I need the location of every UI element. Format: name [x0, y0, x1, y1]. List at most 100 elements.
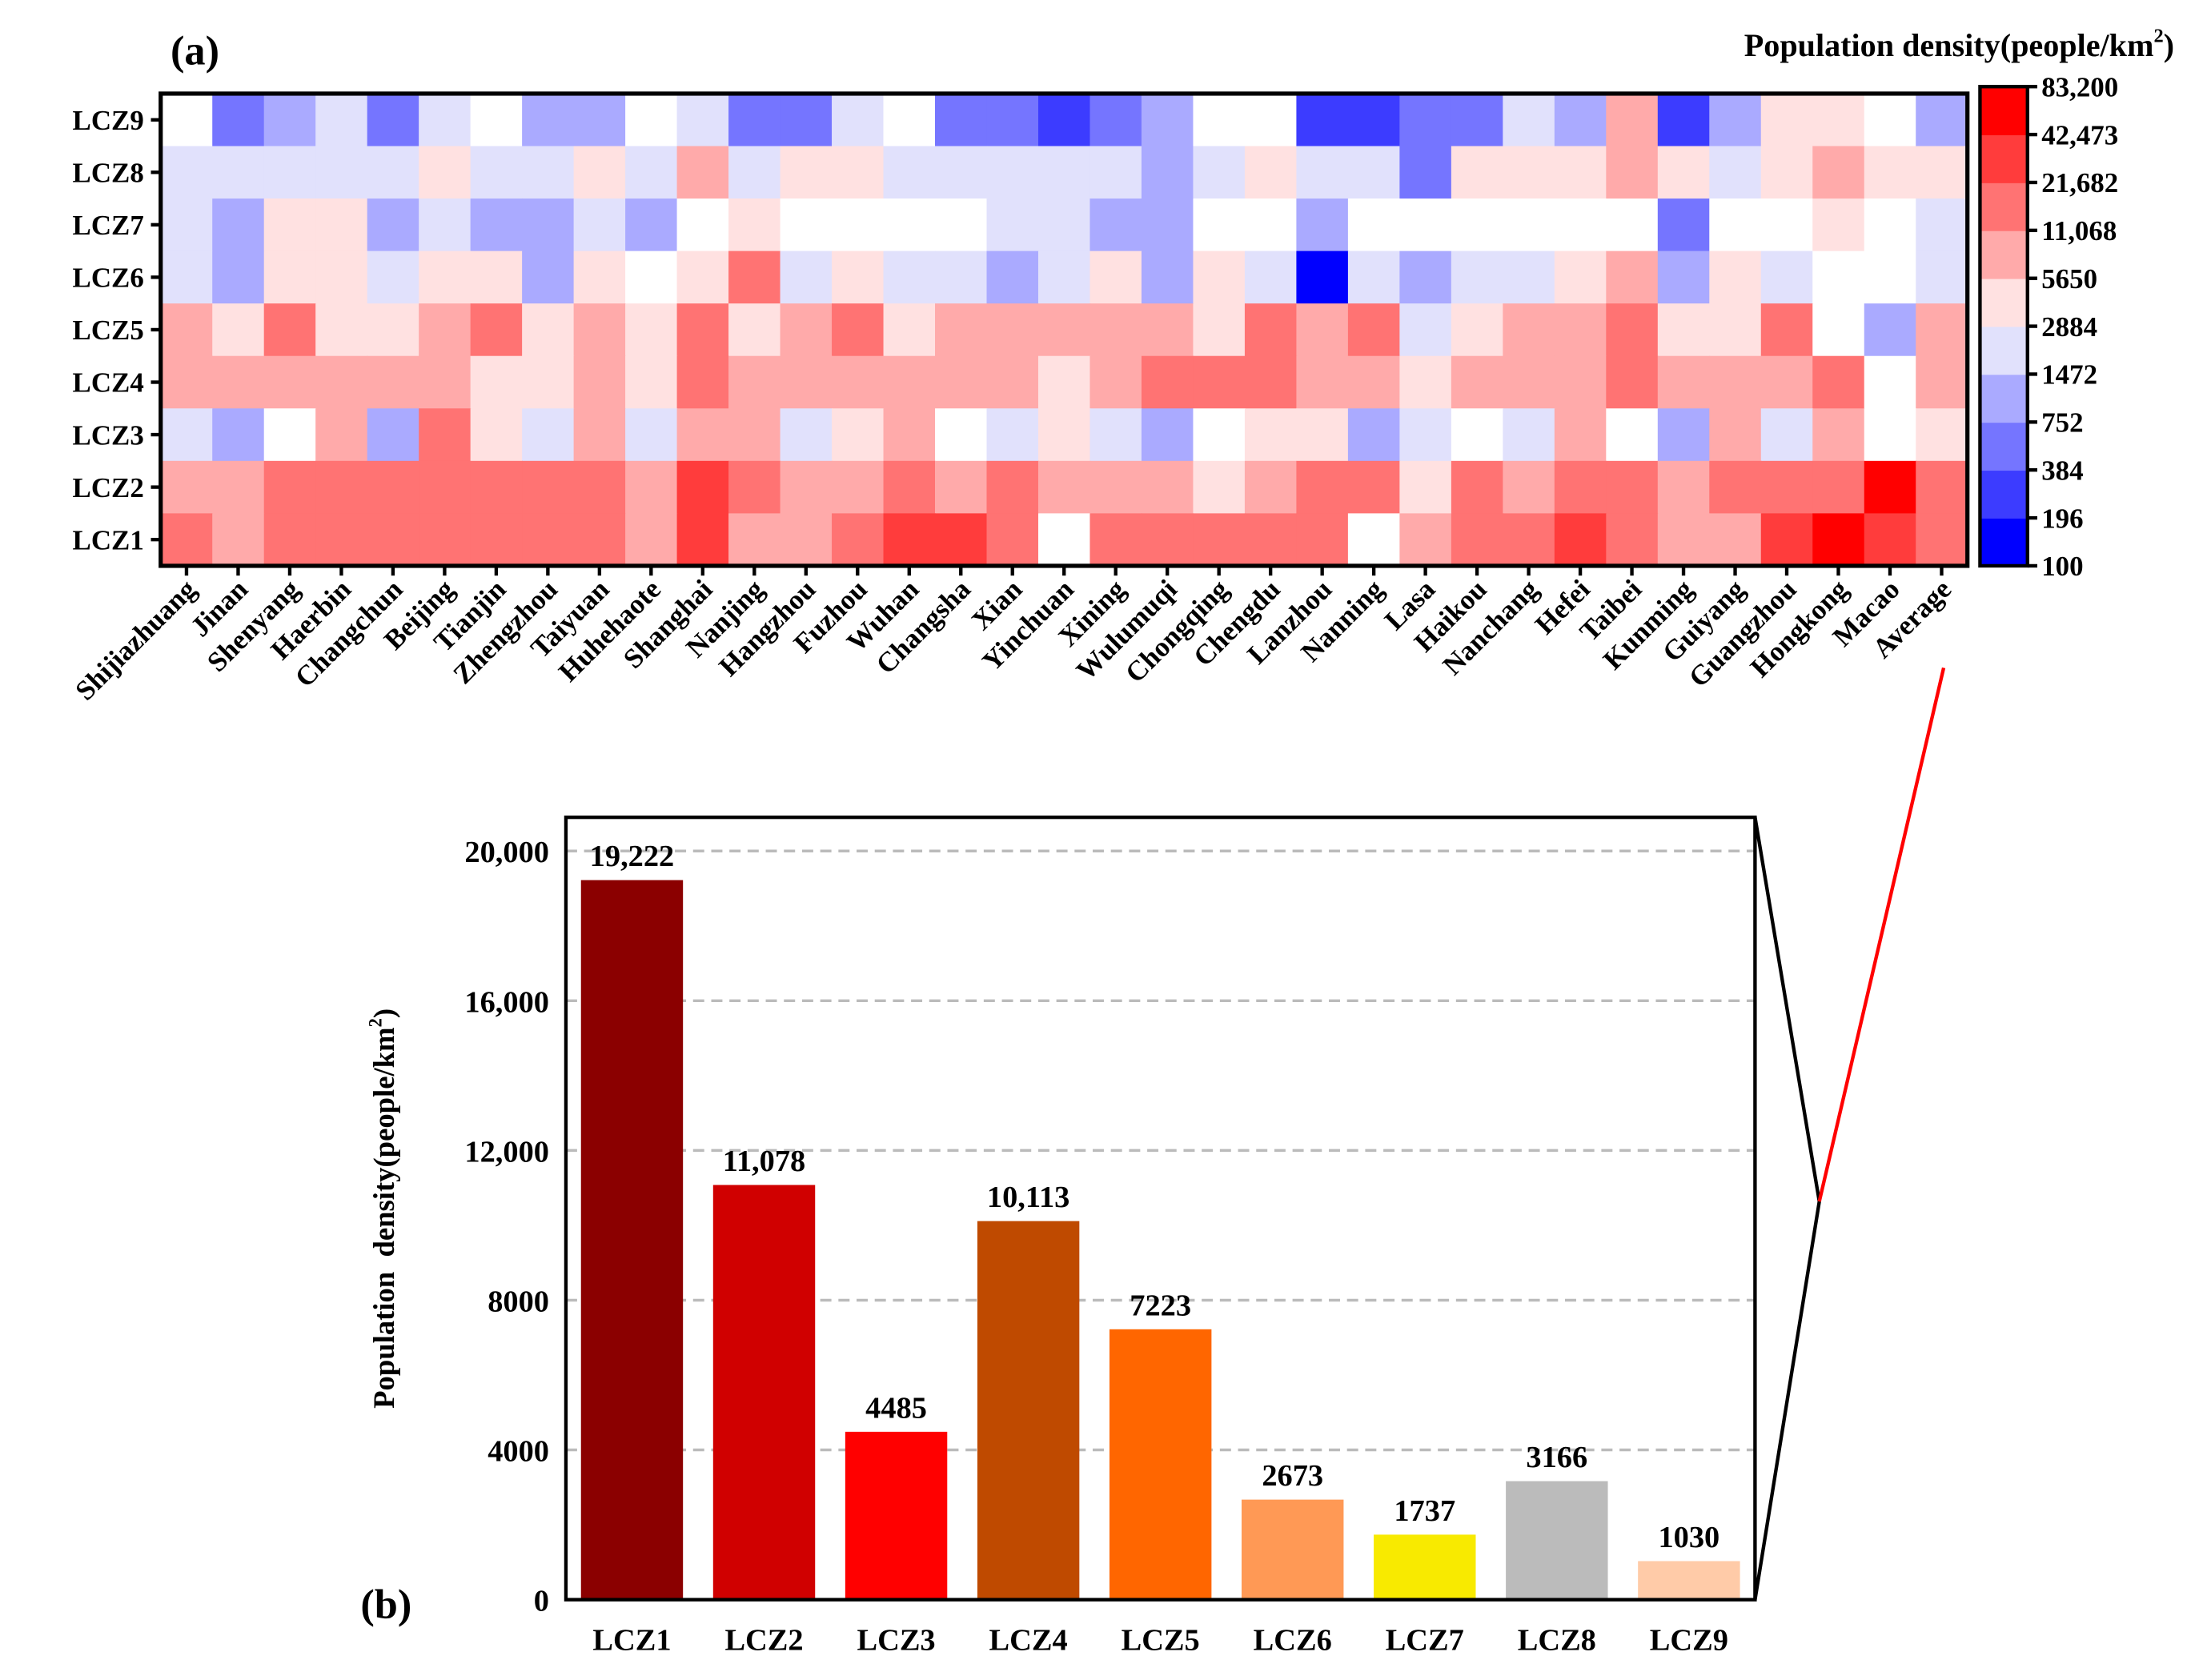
y-tick-label: 16,000	[464, 985, 549, 1019]
heatmap-cell	[1296, 93, 1349, 147]
heatmap-cell	[676, 460, 729, 515]
heatmap-cell	[573, 93, 626, 147]
heatmap-cell	[367, 460, 420, 515]
heatmap-cell	[263, 198, 317, 252]
heatmap-cell	[883, 408, 936, 462]
heatmap-cell	[1141, 93, 1194, 147]
heatmap-cell	[1399, 460, 1452, 515]
bar-y-axis-label: Population density(people/km2)	[366, 1008, 401, 1409]
row-label: LCZ2	[73, 472, 144, 503]
row-label: LCZ5	[73, 315, 144, 346]
heatmap-cell	[263, 513, 317, 567]
heatmap-cell	[883, 460, 936, 515]
heatmap-cell	[1451, 513, 1504, 567]
y-tick-label: 0	[534, 1585, 549, 1618]
heatmap-cell	[1606, 355, 1659, 410]
colorbar-tick-label: 752	[2041, 407, 2083, 439]
heatmap-cell	[1244, 146, 1298, 199]
heatmap-cell	[367, 93, 420, 147]
heatmap-cell	[1193, 303, 1246, 357]
heatmap-cell	[1657, 303, 1711, 357]
heatmap-cell	[1554, 198, 1607, 252]
heatmap-cell	[1503, 513, 1555, 567]
connector-line-bottom	[1753, 1201, 1821, 1600]
heatmap-cell	[263, 251, 317, 305]
heatmap-cell	[1864, 251, 1917, 305]
heatmap-cell	[1503, 355, 1555, 410]
heatmap-cell	[315, 93, 368, 147]
colorbar-swatch	[1980, 374, 2028, 423]
row-label: LCZ3	[73, 419, 144, 451]
heatmap-cell	[1451, 355, 1504, 410]
heatmap-cell	[1709, 460, 1762, 515]
heatmap-cell	[676, 303, 729, 357]
heatmap-cell	[1812, 146, 1865, 199]
heatmap-cell	[1296, 460, 1349, 515]
heatmap-cell	[1812, 198, 1865, 252]
colorbar-tick-label: 5650	[2041, 263, 2097, 295]
colorbar-swatch	[1980, 278, 2028, 327]
heatmap-cell	[1193, 460, 1246, 515]
heatmap-cell	[676, 408, 729, 462]
bar-lcz1	[580, 880, 684, 1600]
colorbar-tick-label: 83,200	[2041, 71, 2118, 102]
heatmap-cell	[883, 513, 936, 567]
heatmap-cell	[935, 408, 988, 462]
heatmap-cell	[1193, 93, 1246, 147]
heatmap-cell	[1709, 303, 1762, 357]
heatmap-cell	[1657, 513, 1711, 567]
heatmap-cell	[1760, 408, 1814, 462]
heatmap-cell	[367, 408, 420, 462]
heatmap-cell	[1657, 198, 1711, 252]
heatmap-cell	[986, 460, 1039, 515]
heatmap-cell	[1606, 146, 1659, 199]
panel-a-label: (a)	[171, 27, 219, 74]
heatmap-cell	[573, 355, 626, 410]
heatmap-cell	[470, 460, 524, 515]
y-axis-label-sup: 2	[366, 1018, 386, 1027]
colorbar-tick-label: 2884	[2041, 311, 2097, 343]
heatmap-cell	[1760, 513, 1814, 567]
heatmap-cell	[625, 93, 678, 147]
heatmap-cell	[1296, 146, 1349, 199]
bar-value-label: 19,222	[590, 840, 675, 873]
heatmap-cell	[1037, 303, 1091, 357]
y-tick-label: 20,000	[464, 836, 549, 869]
heatmap-cell	[1141, 355, 1194, 410]
heatmap-cell	[625, 355, 678, 410]
heatmap-cell	[1244, 355, 1298, 410]
heatmap-cell	[1916, 408, 1968, 462]
heatmap-cell	[1451, 146, 1504, 199]
heatmap-cell	[1657, 93, 1711, 147]
heatmap-cell	[1037, 355, 1091, 410]
x-tick-label: LCZ4	[989, 1623, 1068, 1657]
heatmap-cell	[1812, 513, 1865, 567]
bar-value-label: 3166	[1526, 1441, 1587, 1474]
row-label: LCZ7	[73, 210, 144, 241]
heatmap-cell	[1037, 460, 1091, 515]
connector-line-top	[1753, 816, 1821, 1202]
heatmap-cell	[1193, 355, 1246, 410]
heatmap-cell	[573, 460, 626, 515]
heatmap-cell	[728, 251, 781, 305]
heatmap-cell	[212, 408, 265, 462]
heatmap-cell	[1244, 251, 1298, 305]
heatmap-cell	[1193, 198, 1246, 252]
colorbar-swatch	[1980, 518, 2028, 567]
bar-lcz2	[712, 1185, 816, 1600]
heatmap-cell	[1451, 408, 1504, 462]
heatmap-cell	[573, 408, 626, 462]
heatmap-cell	[1089, 251, 1142, 305]
connector-line-red	[1817, 667, 1946, 1202]
heatmap-cell	[1606, 198, 1659, 252]
heatmap-frame	[159, 91, 1970, 568]
heatmap-cell	[883, 146, 936, 199]
heatmap-cell	[573, 513, 626, 567]
heatmap-cell	[1709, 93, 1762, 147]
panel-b-label: (b)	[360, 1581, 411, 1627]
heatmap-cell	[470, 303, 524, 357]
heatmap-cell	[1347, 355, 1401, 410]
bar-value-label: 1737	[1394, 1494, 1455, 1528]
heatmap-cell	[522, 251, 575, 305]
heatmap-cell	[367, 303, 420, 357]
